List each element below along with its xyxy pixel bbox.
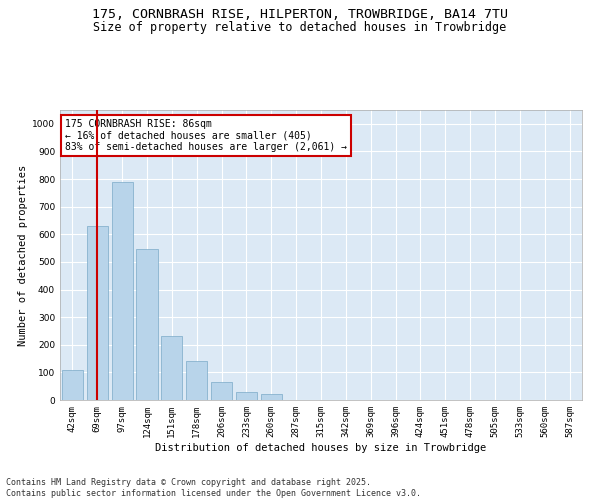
Y-axis label: Number of detached properties: Number of detached properties [18,164,28,346]
Text: Contains HM Land Registry data © Crown copyright and database right 2025.
Contai: Contains HM Land Registry data © Crown c… [6,478,421,498]
Bar [161,336,182,400]
Text: Size of property relative to detached houses in Trowbridge: Size of property relative to detached ho… [94,21,506,34]
Bar [87,226,108,400]
Bar [186,362,207,400]
Bar [112,182,133,400]
Bar [211,382,232,400]
Bar [62,370,83,400]
Bar [261,394,282,400]
X-axis label: Distribution of detached houses by size in Trowbridge: Distribution of detached houses by size … [155,442,487,452]
Text: 175, CORNBRASH RISE, HILPERTON, TROWBRIDGE, BA14 7TU: 175, CORNBRASH RISE, HILPERTON, TROWBRID… [92,8,508,20]
Bar [136,250,158,400]
Bar [236,392,257,400]
Text: 175 CORNBRASH RISE: 86sqm
← 16% of detached houses are smaller (405)
83% of semi: 175 CORNBRASH RISE: 86sqm ← 16% of detac… [65,118,347,152]
